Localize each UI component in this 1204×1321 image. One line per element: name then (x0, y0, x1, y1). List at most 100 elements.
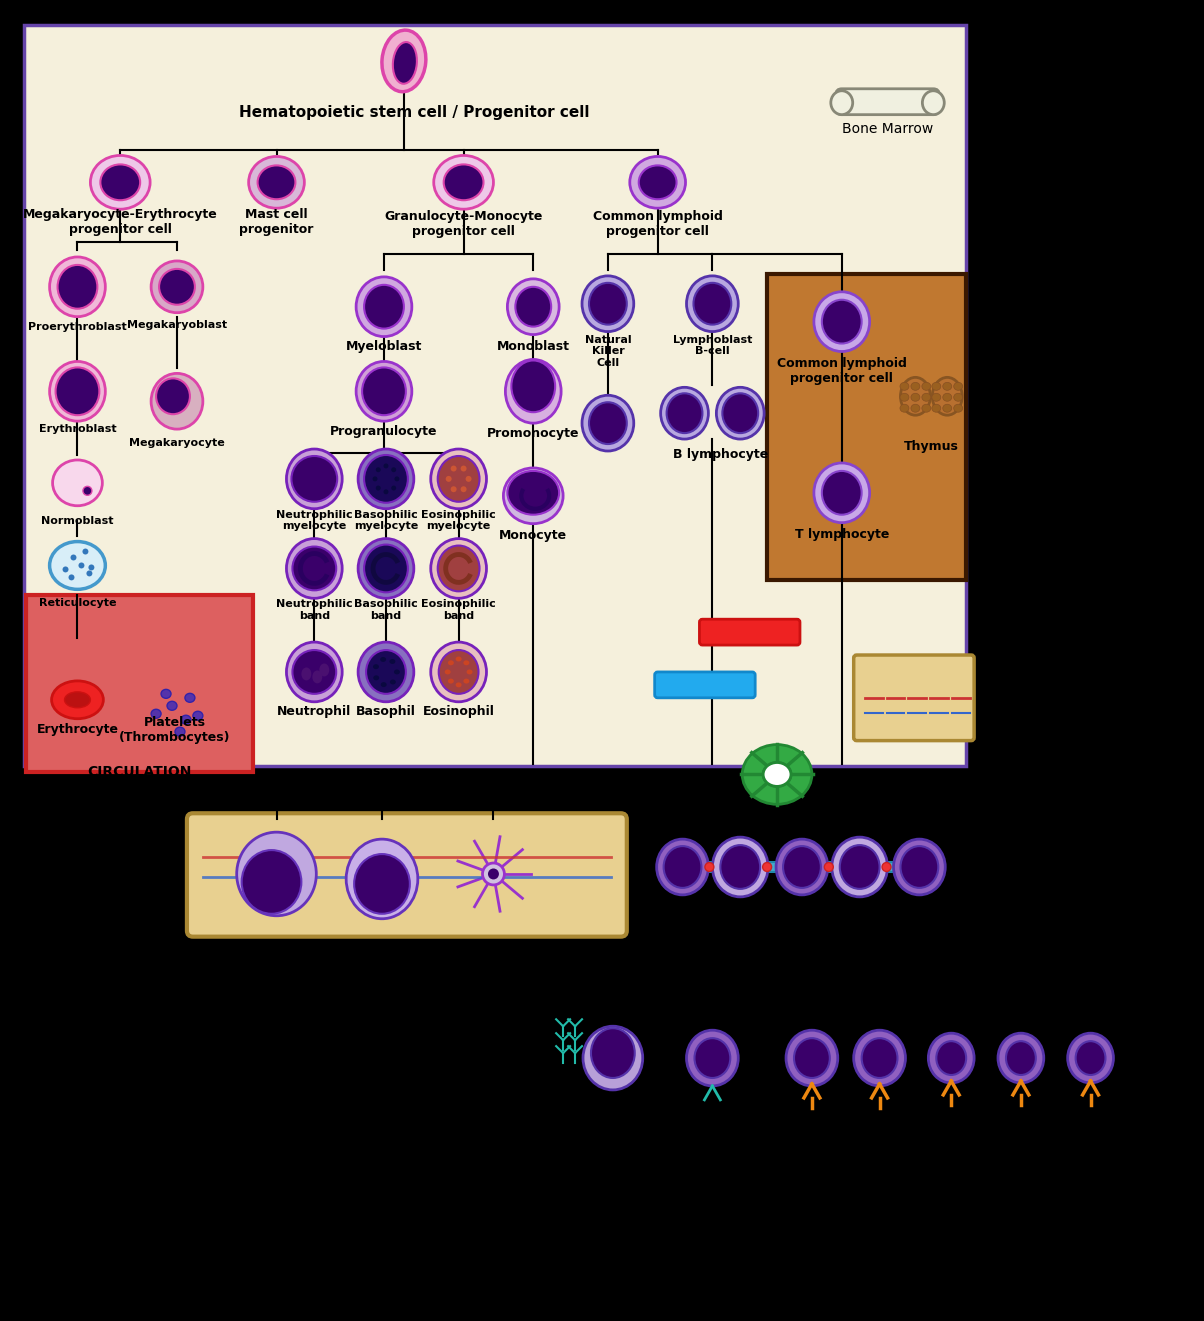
Ellipse shape (438, 650, 478, 694)
Ellipse shape (55, 367, 100, 415)
Ellipse shape (291, 456, 337, 502)
FancyBboxPatch shape (24, 25, 966, 766)
Ellipse shape (167, 701, 177, 711)
Ellipse shape (391, 468, 396, 472)
Ellipse shape (722, 394, 759, 433)
Ellipse shape (639, 165, 677, 199)
Ellipse shape (394, 670, 400, 675)
Ellipse shape (461, 465, 467, 472)
Ellipse shape (455, 683, 461, 687)
Ellipse shape (814, 462, 869, 523)
Ellipse shape (314, 473, 326, 485)
Ellipse shape (720, 845, 760, 889)
Ellipse shape (922, 404, 931, 412)
Ellipse shape (450, 486, 456, 493)
Text: Progranulocyte: Progranulocyte (330, 424, 438, 437)
Text: Neutrophilic
myelocyte: Neutrophilic myelocyte (276, 510, 353, 531)
Ellipse shape (814, 292, 869, 351)
Ellipse shape (384, 489, 389, 494)
Ellipse shape (899, 382, 909, 390)
Ellipse shape (899, 394, 909, 402)
Ellipse shape (237, 832, 317, 915)
FancyBboxPatch shape (836, 89, 939, 115)
FancyBboxPatch shape (25, 596, 253, 773)
Ellipse shape (911, 382, 920, 390)
Ellipse shape (464, 679, 470, 683)
Ellipse shape (763, 762, 791, 786)
Ellipse shape (922, 394, 931, 402)
Ellipse shape (193, 711, 202, 720)
Ellipse shape (362, 367, 406, 415)
Ellipse shape (100, 164, 140, 201)
Ellipse shape (582, 276, 633, 332)
Text: Thymus: Thymus (904, 440, 958, 453)
Ellipse shape (376, 486, 380, 490)
Text: Mast cell
progenitor: Mast cell progenitor (240, 209, 314, 236)
Ellipse shape (506, 359, 561, 423)
Ellipse shape (358, 539, 414, 598)
Ellipse shape (512, 361, 555, 412)
Ellipse shape (954, 394, 963, 402)
Ellipse shape (69, 575, 75, 580)
Ellipse shape (943, 394, 951, 402)
Ellipse shape (71, 555, 77, 560)
Ellipse shape (1007, 1041, 1035, 1075)
Ellipse shape (175, 727, 185, 736)
Ellipse shape (356, 362, 412, 421)
Ellipse shape (591, 1028, 635, 1078)
Ellipse shape (503, 468, 563, 523)
Ellipse shape (448, 660, 454, 666)
Ellipse shape (393, 42, 417, 83)
Ellipse shape (49, 362, 105, 421)
Text: Platelets
(Thrombocytes): Platelets (Thrombocytes) (119, 716, 231, 744)
Ellipse shape (82, 548, 88, 555)
Text: Basophilic
band: Basophilic band (354, 600, 418, 621)
Text: Myeloblast: Myeloblast (346, 339, 423, 353)
Ellipse shape (667, 394, 702, 433)
Text: Neutrophil: Neutrophil (277, 705, 352, 719)
Ellipse shape (364, 544, 408, 592)
Ellipse shape (883, 863, 891, 872)
Ellipse shape (49, 258, 105, 317)
Text: Monocyte: Monocyte (500, 530, 567, 542)
Ellipse shape (438, 546, 479, 592)
Text: Megakaryocyte-Erythrocyte
progenitor cell: Megakaryocyte-Erythrocyte progenitor cel… (23, 209, 218, 236)
Ellipse shape (389, 659, 395, 664)
Ellipse shape (998, 1033, 1044, 1083)
FancyBboxPatch shape (708, 863, 715, 872)
Ellipse shape (90, 156, 150, 209)
Ellipse shape (694, 283, 731, 325)
Ellipse shape (433, 156, 494, 209)
FancyBboxPatch shape (187, 814, 627, 937)
Ellipse shape (372, 477, 378, 481)
Ellipse shape (287, 642, 342, 701)
Ellipse shape (1068, 1033, 1114, 1083)
Ellipse shape (319, 663, 329, 676)
Ellipse shape (431, 449, 486, 509)
Text: Hematopoietic stem cell / Progenitor cell: Hematopoietic stem cell / Progenitor cel… (238, 106, 589, 120)
Ellipse shape (686, 276, 738, 332)
Ellipse shape (354, 855, 409, 914)
Text: Basophil: Basophil (356, 705, 415, 719)
Ellipse shape (839, 845, 880, 889)
Ellipse shape (716, 387, 765, 439)
Ellipse shape (448, 679, 454, 683)
Ellipse shape (661, 387, 708, 439)
Ellipse shape (366, 650, 406, 694)
Ellipse shape (242, 851, 301, 914)
Ellipse shape (293, 547, 336, 590)
Ellipse shape (1075, 1041, 1105, 1075)
FancyBboxPatch shape (700, 620, 799, 645)
Ellipse shape (515, 287, 551, 326)
FancyBboxPatch shape (767, 273, 966, 580)
Ellipse shape (373, 675, 379, 680)
Ellipse shape (825, 863, 833, 872)
Text: Granulocyte-Monocyte
progenitor cell: Granulocyte-Monocyte progenitor cell (384, 210, 543, 238)
Ellipse shape (83, 486, 92, 495)
Ellipse shape (391, 486, 396, 490)
Ellipse shape (467, 670, 472, 675)
Ellipse shape (49, 542, 105, 589)
Ellipse shape (911, 404, 920, 412)
Ellipse shape (249, 156, 305, 209)
Ellipse shape (686, 1030, 738, 1086)
